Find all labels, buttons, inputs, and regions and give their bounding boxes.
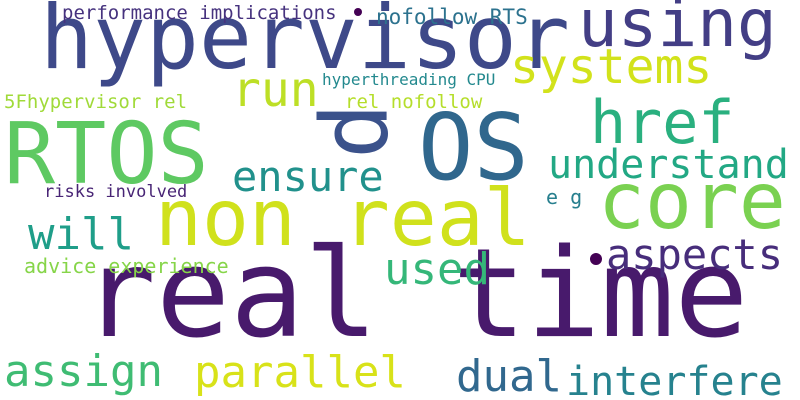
word-ensure: ensure (232, 152, 384, 201)
word-os: OS (418, 94, 529, 201)
word-systems: systems (510, 39, 713, 95)
word-advice-experience: advice experience (24, 254, 229, 278)
word-non-real: non real (155, 174, 531, 264)
word-using: using (578, 0, 777, 62)
word-risks-involved: risks involved (44, 182, 188, 202)
word-hypervisor: hypervisor (40, 0, 570, 89)
word-performance-implications: performance implications (62, 2, 337, 24)
word-used: used (384, 244, 490, 295)
word-understand: understand (548, 142, 789, 188)
word-href: href (590, 88, 735, 158)
dot-near-performance (354, 8, 362, 16)
word-interfere: interfere (566, 359, 783, 400)
word-core: core (598, 157, 786, 247)
word-nofollow-rts: nofollow RTS (376, 5, 528, 29)
word-rtos: RTOS (4, 105, 209, 204)
word-real-time: real time (82, 223, 749, 366)
word-5fhypervisor-rel: 5Fhypervisor rel (4, 91, 188, 113)
word-aspects: aspects (606, 230, 784, 279)
word-hyperthreading-cpu: hyperthreading CPU (322, 70, 496, 89)
dot-near-aspects (590, 253, 602, 265)
word-dual: dual (456, 351, 562, 400)
word-assign: assign (4, 346, 163, 397)
word-parallel: parallel (194, 347, 406, 398)
word-will: will (28, 209, 134, 260)
word-run: run (232, 62, 319, 118)
word-e-g: e g (546, 185, 583, 209)
word-rel-nofollow: rel nofollow (345, 91, 483, 113)
